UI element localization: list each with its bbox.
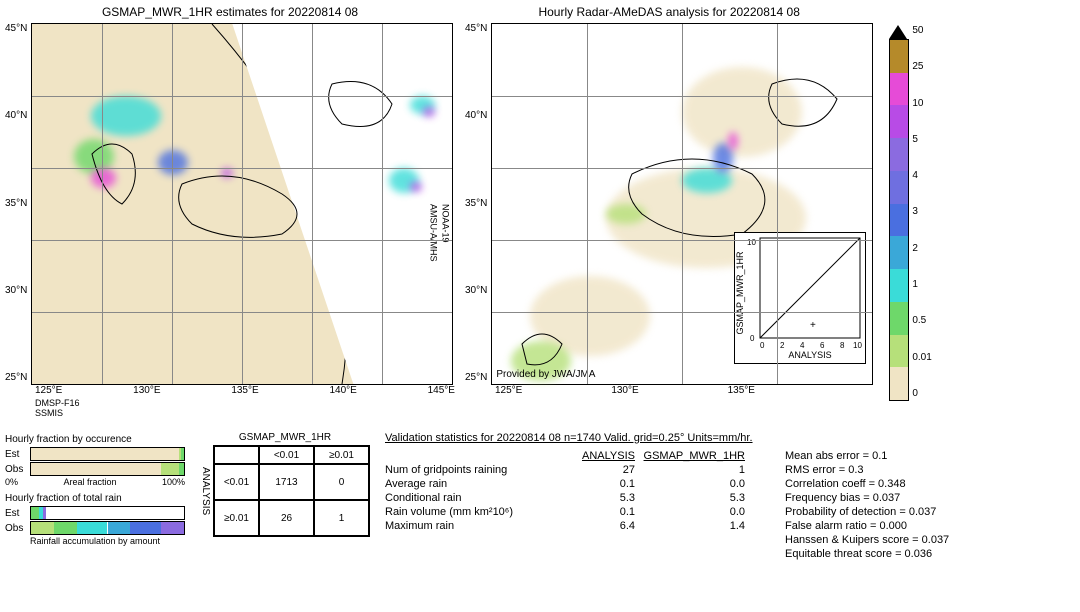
right-map-panel: Hourly Radar-AMeDAS analysis for 2022081… <box>465 5 873 396</box>
svg-text:0: 0 <box>750 334 755 343</box>
stats-table-left: ANALYSIS GSMAP_MWR_1HR Num of gridpoints… <box>385 448 745 562</box>
colorbar-arrow <box>889 25 907 39</box>
matrix-row-0: <0.01 <box>214 464 259 500</box>
scatter-inset: ANALYSIS GSMAP_MWR_1HR 0 2 4 6 8 10 0 10… <box>734 232 866 364</box>
stats-hdr-1: ANALYSIS <box>565 450 635 462</box>
matrix-title: GSMAP_MWR_1HR <box>200 432 370 443</box>
sat-label-1: NOAA-19 <box>440 204 450 243</box>
stats-table-right: Mean abs error = 0.1RMS error = 0.3Corre… <box>785 448 949 562</box>
occ-axis-0: 0% <box>5 477 18 487</box>
left-map-title: GSMAP_MWR_1HR estimates for 20220814 08 <box>5 5 455 19</box>
svg-text:10: 10 <box>853 341 862 350</box>
left-footer-2: SSMIS <box>35 408 455 418</box>
matrix-col-1: ≥0.01 <box>314 446 369 464</box>
sat-label-2: AMSU-A/MHS <box>428 204 438 262</box>
matrix-side: ANALYSIS <box>200 467 211 515</box>
svg-text:0: 0 <box>760 341 765 350</box>
rain-footer: Rainfall accumulation by amount <box>5 536 185 546</box>
fraction-occ-title: Hourly fraction by occurence <box>5 434 185 445</box>
left-map-frame: NOAA-19 AMSU-A/MHS <box>31 23 453 385</box>
scatter-ylabel: GSMAP_MWR_1HR <box>735 251 745 335</box>
matrix-row-1: ≥0.01 <box>214 500 259 536</box>
right-lon-axis: 125°E130°E135°E <box>495 385 755 396</box>
colorbar: 502510543210.50.010 <box>889 25 931 401</box>
scatter-xlabel: ANALYSIS <box>789 350 832 360</box>
matrix-cell-11: 1 <box>314 500 369 536</box>
right-lat-axis: 45°N40°N35°N30°N25°N <box>465 23 487 383</box>
left-map-panel: GSMAP_MWR_1HR estimates for 20220814 08 … <box>5 5 455 418</box>
occ-axis-2: 100% <box>162 477 185 487</box>
svg-text:8: 8 <box>840 341 845 350</box>
right-map-title: Hourly Radar-AMeDAS analysis for 2022081… <box>465 5 873 19</box>
provided-label: Provided by JWA/JMA <box>496 369 595 380</box>
right-map-frame: Provided by JWA/JMA ANALYSIS GSMAP_MWR_1… <box>491 23 873 385</box>
left-lon-axis: 125°E130°E135°E140°E145°E <box>35 385 455 396</box>
matrix-col-0: <0.01 <box>259 446 314 464</box>
matrix-cell-01: 0 <box>314 464 369 500</box>
svg-text:4: 4 <box>800 341 805 350</box>
occ-axis-1: Areal fraction <box>63 477 116 487</box>
colorbar-bar <box>889 39 909 401</box>
svg-text:+: + <box>810 320 816 331</box>
colorbar-labels: 502510543210.50.010 <box>912 25 931 399</box>
fraction-bars: Hourly fraction by occurence EstObs 0% A… <box>5 432 185 562</box>
matrix-cell-10: 26 <box>259 500 314 536</box>
stats-title: Validation statistics for 20220814 08 n=… <box>385 432 1075 444</box>
stats-block: Validation statistics for 20220814 08 n=… <box>385 432 1075 562</box>
contingency-matrix: GSMAP_MWR_1HR ANALYSIS <0.01 ≥0.01 <0.01… <box>200 432 370 562</box>
matrix-grid: <0.01 ≥0.01 <0.01 1713 0 ≥0.01 26 1 <box>213 445 370 537</box>
left-footer-1: DMSP-F16 <box>35 398 455 408</box>
svg-text:6: 6 <box>820 341 825 350</box>
fraction-rain-title: Hourly fraction of total rain <box>5 493 185 504</box>
left-lat-axis: 45°N40°N35°N30°N25°N <box>5 23 27 383</box>
stats-hdr-2: GSMAP_MWR_1HR <box>635 450 745 462</box>
matrix-cell-00: 1713 <box>259 464 314 500</box>
svg-text:2: 2 <box>780 341 785 350</box>
